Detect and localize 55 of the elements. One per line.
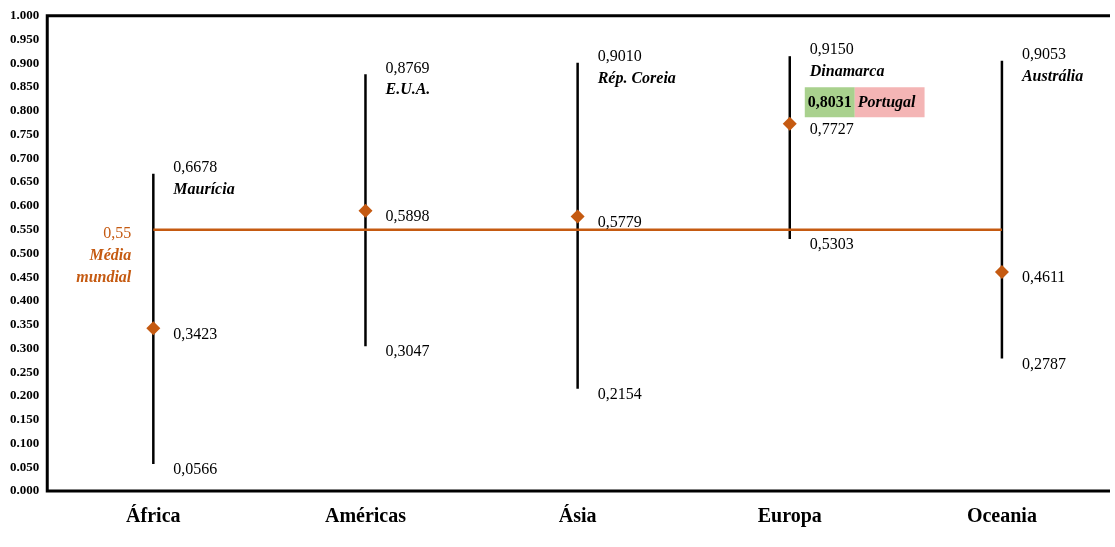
- annotation: Rép. Coreia: [596, 68, 676, 87]
- y-tick-label: 0.300: [10, 339, 40, 355]
- annotation: 0,8769: [385, 58, 430, 76]
- y-tick-label: 0.100: [10, 434, 40, 450]
- annotation: 0,2787: [1021, 354, 1066, 372]
- data-label: 0,5779: [597, 212, 642, 230]
- annotation: 0,3047: [385, 342, 430, 360]
- annotation: 0,2154: [597, 384, 642, 402]
- annotation: 0,9150: [809, 40, 854, 58]
- y-tick-label: 0.850: [10, 78, 40, 94]
- annotation: Maurícia: [172, 179, 235, 197]
- y-tick-label: 0.500: [10, 244, 40, 260]
- y-tick-label: 0.250: [10, 363, 40, 379]
- y-tick-label: 0.900: [10, 54, 40, 70]
- y-tick-label: 1.000: [10, 7, 40, 23]
- y-tick-label: 0.950: [10, 30, 40, 46]
- x-tick-label: Oceania: [966, 504, 1037, 527]
- y-tick-label: 0.150: [10, 411, 40, 427]
- point: [146, 321, 161, 336]
- annotation: Dinamarca: [808, 62, 885, 80]
- data-label: 0,4611: [1021, 268, 1066, 286]
- annotation: 0,9053: [1021, 45, 1066, 62]
- y-tick-label: 0.650: [10, 173, 40, 189]
- x-tick-label: Europa: [757, 504, 822, 528]
- annotation: 0,0566: [173, 460, 218, 478]
- y-tick-label: 0.700: [10, 149, 40, 165]
- x-tick-label: África: [126, 504, 181, 527]
- y-tick-label: 0.000: [10, 482, 40, 498]
- ref-line-label: 0,55: [103, 223, 132, 241]
- y-tick-label: 0.450: [10, 268, 40, 284]
- y-tick-label: 0.400: [10, 292, 40, 308]
- y-tick-label: 0.750: [10, 125, 40, 141]
- y-tick-label: 0.050: [10, 458, 40, 474]
- data-label: 0,7727: [809, 120, 854, 138]
- y-tick-label: 0.600: [10, 197, 40, 213]
- annotation: 0,8031: [807, 92, 852, 110]
- y-tick-label: 0.800: [10, 102, 40, 118]
- annotation: 0,5303: [809, 235, 854, 253]
- point: [994, 264, 1009, 279]
- annotation: Média mundial: [76, 245, 132, 285]
- data-label: 0,5898: [385, 206, 430, 224]
- point: [358, 203, 373, 218]
- data-label: 0,3423: [173, 324, 218, 342]
- annotation: E.U.A.: [384, 80, 431, 98]
- annotation: Austrália: [1020, 66, 1084, 84]
- annotation: 0,9010: [597, 47, 642, 65]
- point: [570, 209, 585, 224]
- y-tick-label: 0.350: [10, 316, 40, 332]
- x-tick-label: Ásia: [558, 504, 597, 527]
- y-tick-label: 0.550: [10, 221, 40, 236]
- y-tick-label: 0.200: [10, 387, 40, 403]
- point: [782, 116, 797, 131]
- annotation: Portugal: [856, 92, 917, 111]
- x-tick-label: Américas: [324, 504, 407, 527]
- annotation: 0,6678: [173, 157, 218, 175]
